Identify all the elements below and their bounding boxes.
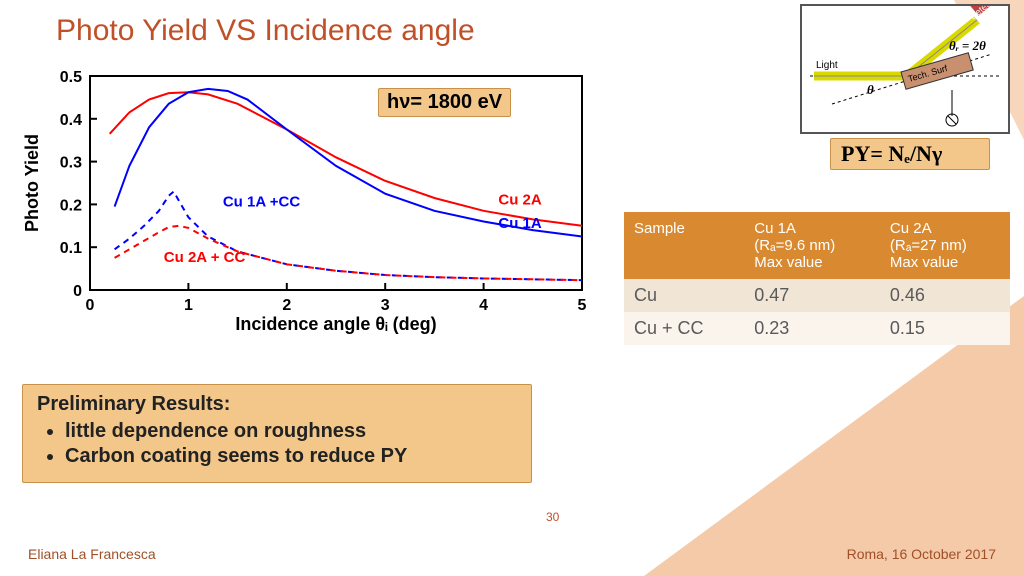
svg-text:0: 0 — [73, 283, 82, 300]
svg-text:3: 3 — [381, 297, 390, 314]
svg-text:0.5: 0.5 — [60, 69, 82, 86]
svg-text:Photo Yield: Photo Yield — [22, 134, 42, 232]
svg-text:Cu 2A + CC: Cu 2A + CC — [164, 249, 246, 266]
page-title: Photo Yield VS Incidence angle — [56, 14, 475, 48]
py-formula: PY= Nₑ/Nγ — [830, 138, 990, 170]
svg-text:Light: Light — [816, 60, 838, 71]
table-cell: 0.47 — [744, 279, 880, 312]
svg-text:0: 0 — [86, 297, 95, 314]
table-cell: 0.46 — [880, 279, 1010, 312]
energy-label: hν= 1800 eV — [378, 88, 511, 117]
svg-text:0.4: 0.4 — [60, 112, 82, 129]
table-cell: Cu + CC — [624, 312, 744, 345]
table-cell: 0.23 — [744, 312, 880, 345]
svg-text:2: 2 — [282, 297, 291, 314]
geometry-diagram: DetectorTech. SurfLightθθᵣ = 2θ — [800, 4, 1010, 134]
svg-text:θ: θ — [867, 82, 874, 97]
results-list: little dependence on roughnessCarbon coa… — [37, 420, 517, 468]
svg-text:Cu 1A: Cu 1A — [498, 215, 542, 232]
table-row: Cu0.470.46 — [624, 279, 1010, 312]
results-bullet: little dependence on roughness — [65, 420, 517, 443]
svg-text:Incidence angle θᵢ (deg): Incidence angle θᵢ (deg) — [235, 314, 436, 334]
table-cell: Cu — [624, 279, 744, 312]
table-header: Cu 1A(Rₐ=9.6 nm)Max value — [744, 212, 880, 279]
svg-text:5: 5 — [578, 297, 587, 314]
table-cell: 0.15 — [880, 312, 1010, 345]
svg-text:0.1: 0.1 — [60, 240, 82, 257]
results-heading: Preliminary Results: — [37, 393, 517, 416]
results-box: Preliminary Results: little dependence o… — [22, 384, 532, 483]
table-header: Cu 2A(Rₐ=27 nm)Max value — [880, 212, 1010, 279]
svg-text:4: 4 — [479, 297, 488, 314]
table-row: Cu + CC0.230.15 — [624, 312, 1010, 345]
svg-text:Cu 1A +CC: Cu 1A +CC — [223, 194, 301, 211]
results-bullet: Carbon coating seems to reduce PY — [65, 445, 517, 468]
max-value-table: SampleCu 1A(Rₐ=9.6 nm)Max valueCu 2A(Rₐ=… — [624, 212, 1010, 345]
svg-text:Cu 2A: Cu 2A — [498, 191, 542, 208]
table-header: Sample — [624, 212, 744, 279]
svg-text:θᵣ = 2θ: θᵣ = 2θ — [949, 38, 986, 53]
footer-date: Roma, 16 October 2017 — [847, 546, 996, 562]
page-number: 30 — [546, 510, 559, 524]
svg-text:0.2: 0.2 — [60, 197, 82, 214]
svg-text:1: 1 — [184, 297, 193, 314]
footer-author: Eliana La Francesca — [28, 546, 156, 562]
svg-text:0.3: 0.3 — [60, 155, 82, 172]
